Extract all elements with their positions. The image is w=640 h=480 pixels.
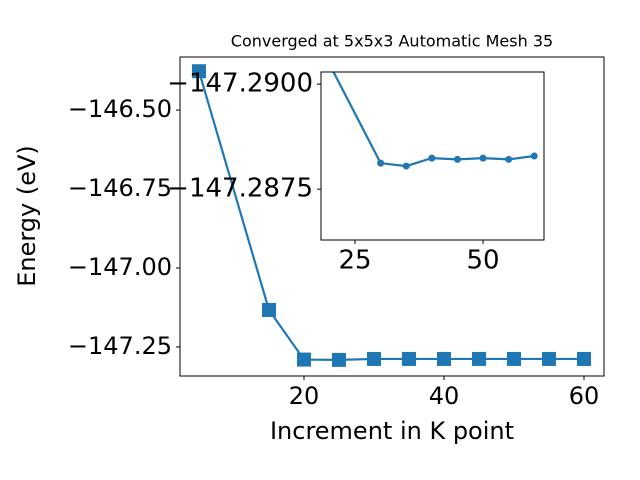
y-tick-label: −147.00	[68, 253, 172, 281]
marker	[505, 155, 513, 163]
marker	[191, 64, 206, 79]
marker	[436, 351, 451, 366]
y-axis-label: Energy (eV)	[13, 145, 41, 287]
marker	[479, 154, 487, 162]
marker	[377, 159, 385, 167]
marker	[576, 351, 591, 366]
marker	[506, 351, 521, 366]
marker	[428, 154, 436, 162]
marker	[296, 352, 311, 367]
chart-title: Converged at 5x5x3 Automatic Mesh 35	[231, 32, 553, 51]
x-tick-label: 40	[429, 382, 460, 410]
line	[332, 72, 535, 168]
marker	[331, 352, 346, 367]
axes-frame	[320, 71, 545, 241]
x-axis-label: Increment in K point	[270, 417, 514, 445]
marker	[530, 152, 538, 160]
marker	[401, 351, 416, 366]
marker	[471, 351, 486, 366]
y-tick-label: −147.25	[68, 332, 172, 360]
axes-frame	[179, 56, 605, 377]
y-tick-label: −146.50	[68, 95, 172, 123]
marker	[402, 162, 410, 170]
y-tick-label: −147.2875	[167, 174, 313, 204]
marker	[366, 351, 381, 366]
y-tick-label: −146.75	[68, 174, 172, 202]
x-tick-label: 50	[467, 246, 500, 276]
marker	[541, 351, 556, 366]
x-tick-label: 25	[338, 246, 371, 276]
x-tick-label: 20	[289, 382, 320, 410]
marker	[261, 302, 276, 317]
marker	[453, 155, 461, 163]
series	[191, 64, 591, 367]
series	[332, 72, 538, 170]
y-tick-label: −147.2900	[167, 69, 313, 99]
x-tick-label: 60	[569, 382, 600, 410]
